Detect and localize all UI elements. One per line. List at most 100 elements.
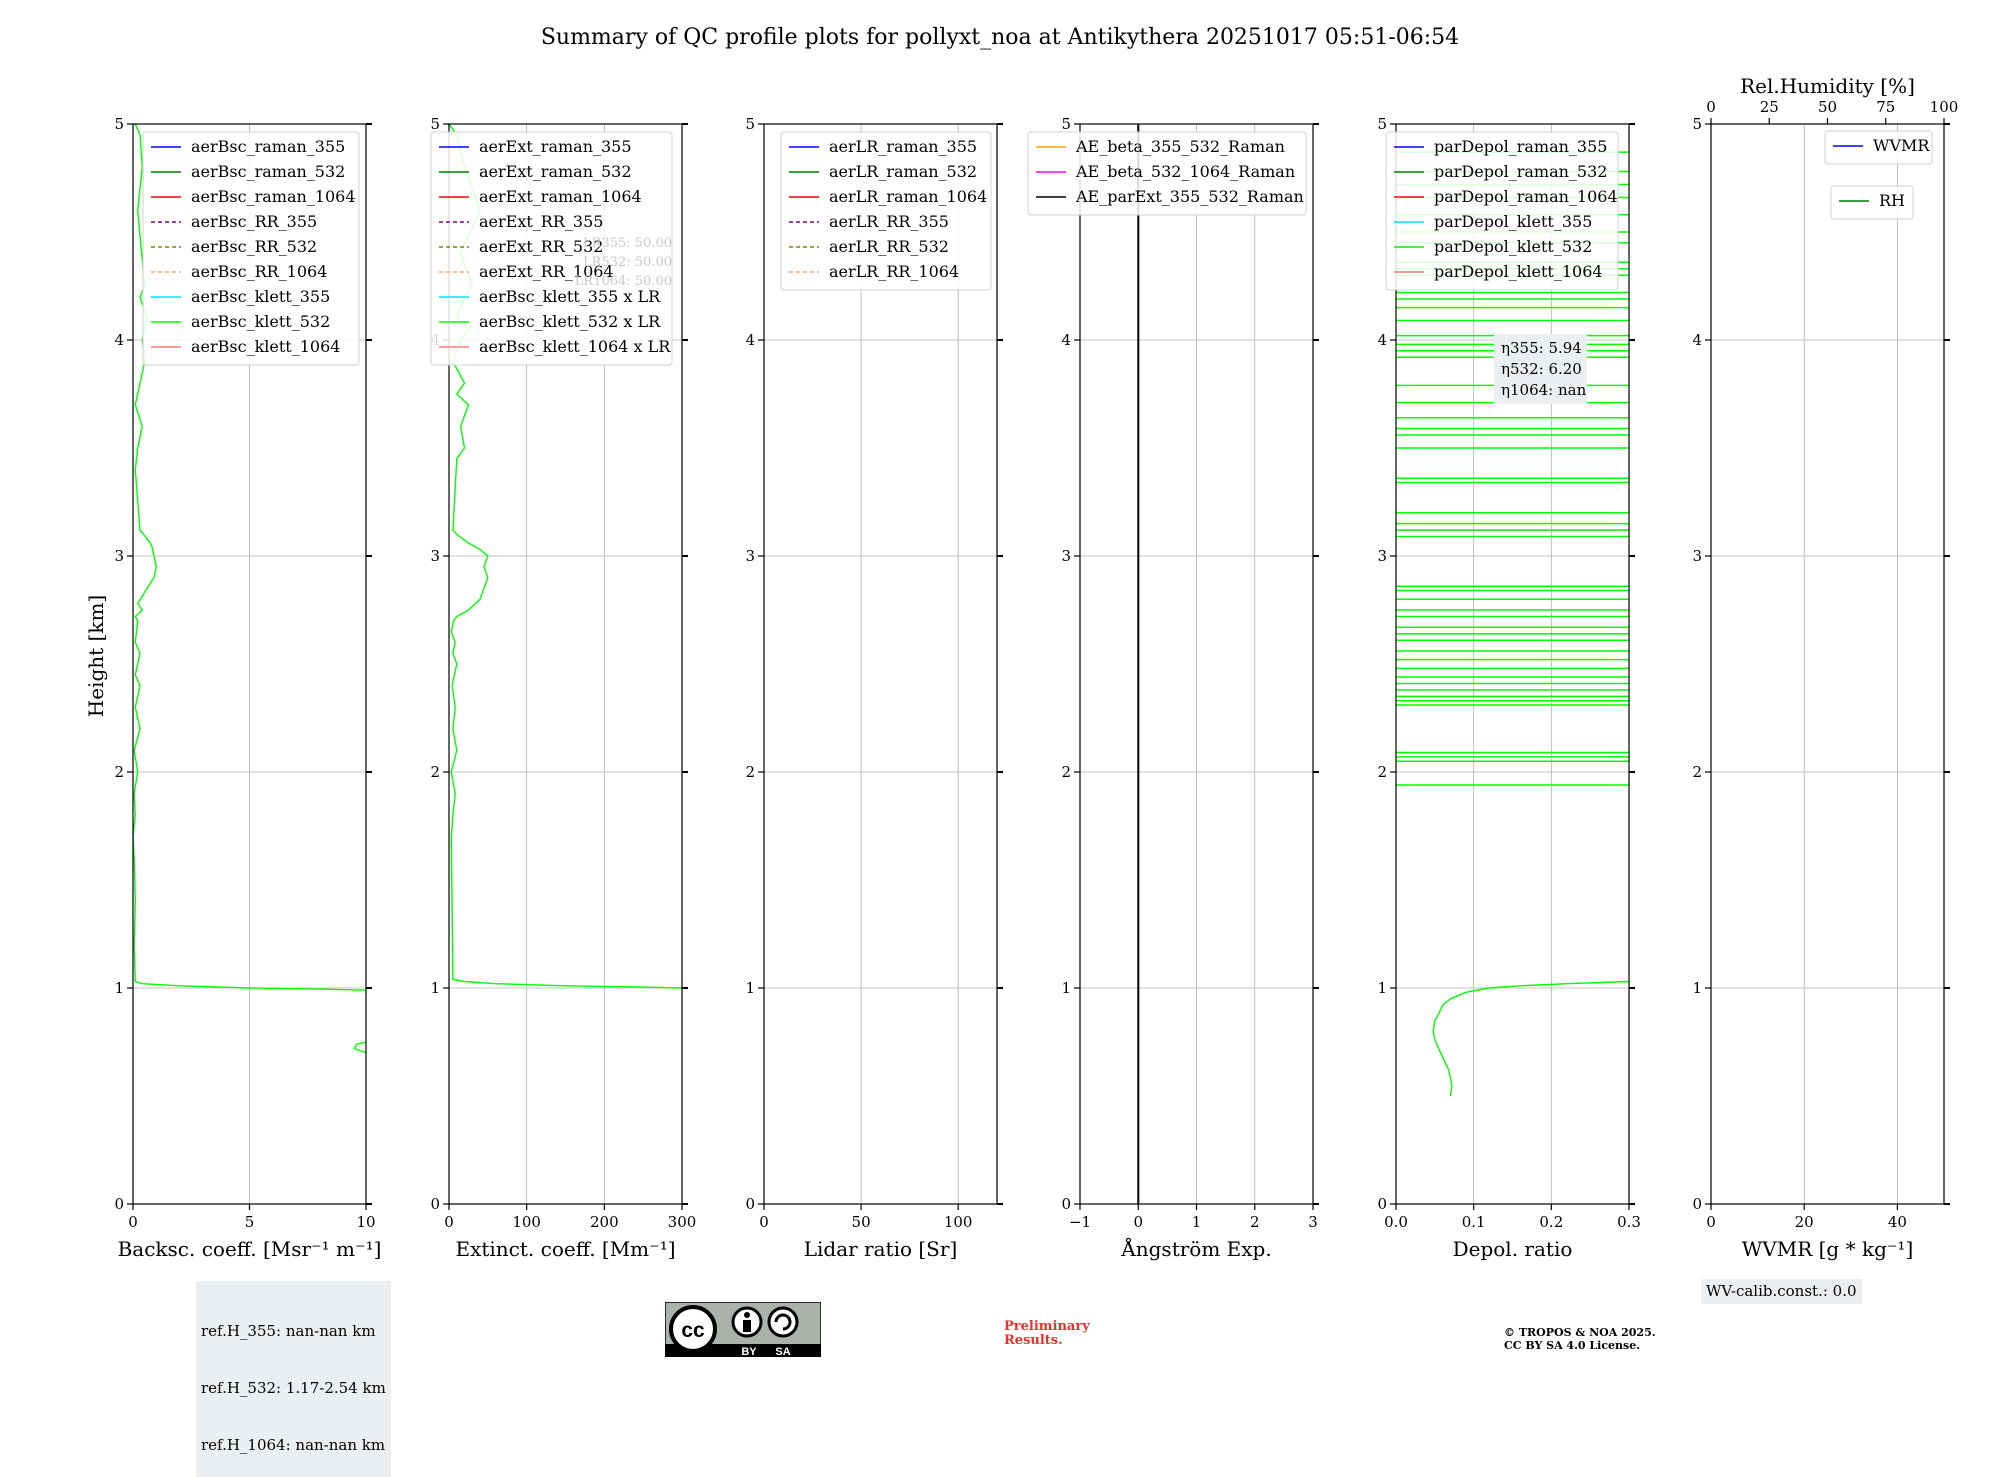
preliminary-line-1: Preliminary [1004,1319,1090,1334]
legend-label: aerExt_raman_355 [479,137,632,156]
y-tick-label: 5 [1377,115,1387,133]
lr-value-text: LR355: 50.00 [583,236,672,251]
top-x-tick-label: 100 [1930,98,1959,116]
eta-value-text: η355: 5.94 [1501,339,1582,357]
y-tick-label: 2 [430,763,440,781]
y-tick-label: 2 [1692,763,1702,781]
x-tick-label: 0.1 [1462,1213,1486,1231]
y-tick-label: 4 [1377,331,1387,349]
series-line [353,1041,366,1054]
x-tick-label: 5 [245,1213,255,1231]
legend-label: AE_parExt_355_532_Raman [1075,187,1304,206]
legend-box [430,131,673,366]
legend-box [1830,185,1914,220]
x-axis-label: Ångström Exp. [1120,1236,1271,1261]
x-tick-label: 1 [1192,1213,1202,1231]
legend-label: aerLR_raman_1064 [829,187,987,206]
legend-label: parDepol_klett_1064 [1434,262,1603,281]
y-tick-label: 4 [745,331,755,349]
y-tick-label: 1 [114,979,124,997]
preliminary-line-2: Results. [1004,1333,1063,1348]
top-x-axis-label: Rel.Humidity [%] [1740,74,1915,98]
y-tick-label: 3 [1692,547,1702,565]
y-tick-label: 3 [430,547,440,565]
y-tick-label: 1 [1692,979,1702,997]
top-x-tick-label: 0 [1706,98,1716,116]
refh-355-text: ref.H_355: nan-nan km [201,1322,376,1340]
by-text: BY [741,1346,757,1357]
legend-label: RH [1879,191,1905,210]
sa-text: SA [775,1346,790,1357]
y-tick-label: 4 [114,331,124,349]
axes-frame [448,123,683,1205]
copyright-line-2: CC BY SA 4.0 License. [1504,1339,1641,1352]
refh-1064-text: ref.H_1064: nan-nan km [201,1436,386,1454]
y-tick-label: 5 [1061,115,1071,133]
qc-profile-figure: Summary of QC profile plots for pollyxt_… [84,25,1959,1261]
x-tick-label: 3 [1308,1213,1318,1231]
legend-label: aerExt_RR_355 [479,212,603,231]
legend-label: WVMR [1873,136,1930,155]
y-tick-label: 2 [1061,763,1071,781]
panel-data [1396,151,1629,1097]
x-tick-label: 0 [444,1213,454,1231]
eta-box [1494,334,1587,404]
preliminary-note: Preliminary Results. [1004,1320,1090,1348]
y-tick-label: 0 [745,1195,755,1213]
legend-label: aerBsc_klett_532 [191,312,330,331]
x-tick-label: 20 [1795,1213,1814,1231]
legend-label: aerLR_RR_355 [829,212,949,231]
y-tick-label: 4 [1061,331,1071,349]
y-tick-label: 5 [430,115,440,133]
y-tick-label: 1 [1061,979,1071,997]
x-tick-label: 300 [668,1213,697,1231]
x-tick-label: 10 [356,1213,375,1231]
legend-label: parDepol_klett_532 [1434,237,1592,256]
x-tick-label: 0.2 [1539,1213,1563,1231]
legend-label: aerExt_RR_1064 [479,262,614,281]
cc-text: cc [681,1319,705,1342]
cc-license-badge: cc BY SA [665,1302,821,1357]
legend-label: aerExt_raman_532 [479,162,632,181]
series-line [1432,980,1629,1097]
y-axis-label: Height [km] [84,595,108,717]
legend-label: aerLR_raman_532 [829,162,977,181]
panel-1: 0 1 2 3 4 5 0 5 10 Backsc. coeff. [Msr⁻¹ m⁻¹] aerB… [114,115,381,1261]
y-tick-label: 0 [114,1195,124,1213]
y-tick-label: 2 [745,763,755,781]
legend-label: aerBsc_RR_355 [191,212,317,231]
legend-label: aerBsc_klett_1064 [191,337,340,356]
y-tick-label: 1 [745,979,755,997]
x-tick-label: 2 [1250,1213,1260,1231]
x-tick-label: 40 [1888,1213,1907,1231]
top-x-tick-label: 25 [1760,98,1779,116]
y-tick-label: 2 [1377,763,1387,781]
x-tick-label: 0 [759,1213,769,1231]
legend-label: aerBsc_RR_532 [191,237,317,256]
axes-frame [1395,123,1630,1205]
x-tick-label: 200 [590,1213,619,1231]
legend-label: aerBsc_raman_532 [191,162,345,181]
eta-value-text: η1064: nan [1501,381,1587,399]
y-tick-label: 3 [114,547,124,565]
x-axis-label: Depol. ratio [1453,1237,1573,1261]
legend-label: parDepol_klett_355 [1434,212,1592,231]
y-tick-label: 5 [745,115,755,133]
x-axis-label: Lidar ratio [Sr] [804,1237,958,1261]
y-tick-label: 0 [1377,1195,1387,1213]
y-tick-label: 4 [1692,331,1702,349]
panel-5: 0 1 2 3 4 5 0.0 0.1 0.2 0.3 Depol. ratio parDepol_r… [1377,115,1640,1261]
x-tick-label: −1 [1069,1213,1091,1231]
x-axis-label: Backsc. coeff. [Msr⁻¹ m⁻¹] [118,1237,382,1261]
legend-label: AE_beta_532_1064_Raman [1075,162,1295,181]
legend-label: aerExt_raman_1064 [479,187,642,206]
legend-label: aerBsc_RR_1064 [191,262,327,281]
lr-value-text: LR1064: 50.00 [575,274,672,289]
refh-532-text: ref.H_532: 1.17-2.54 km [201,1379,386,1397]
eta-value-text: η532: 6.20 [1501,360,1582,378]
top-x-tick-label: 75 [1876,98,1895,116]
legend-label: aerBsc_raman_355 [191,137,345,156]
legend-box [1027,131,1307,216]
y-tick-label: 5 [114,115,124,133]
